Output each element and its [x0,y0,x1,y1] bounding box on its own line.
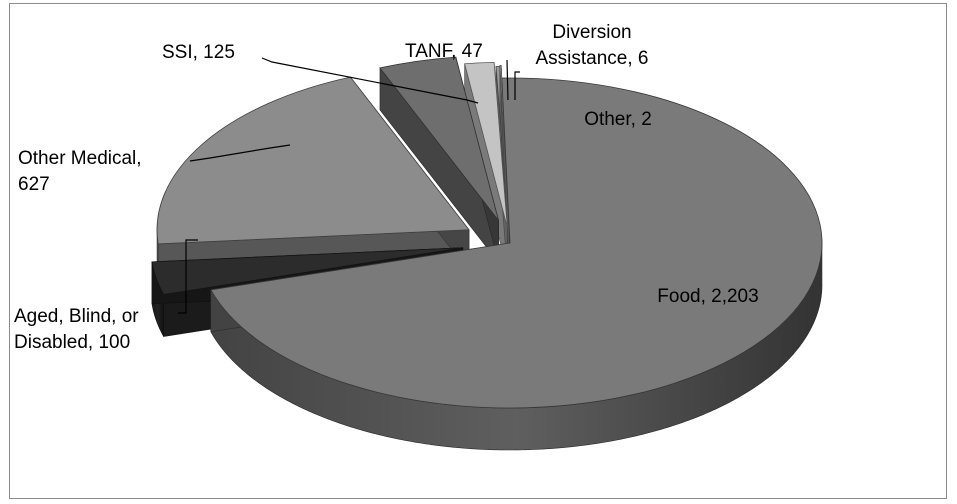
slice-top [156,76,470,245]
data-label-other-medical: Other Medical, 627 [18,148,142,195]
leader-line-aged-blind-or-disabled [178,239,198,314]
data-label-diversion-assistance: Diversion Assistance, 6 [536,22,649,69]
leader-line-other-medical [189,144,291,162]
leader-line-diversion-assistance [514,71,520,100]
data-label-ssi: SSI, 125 [162,42,235,63]
data-label-food: Food, 2,203 [657,286,758,307]
leader-line-tanf [506,59,509,101]
slice-top [379,56,499,221]
slice-tanf [464,61,508,270]
data-label-aged-blind-or-disabled: Aged, Blind, or Disabled, 100 [14,306,139,353]
slice-ssi [379,56,499,264]
slice-food [210,77,823,451]
slice-top [151,247,463,295]
data-label-tanf: TANF, 47 [405,41,483,62]
slice-top [210,77,823,409]
leader-line-ssi [261,57,479,104]
slice-top [464,61,508,228]
data-label-other: Other, 2 [584,109,652,130]
